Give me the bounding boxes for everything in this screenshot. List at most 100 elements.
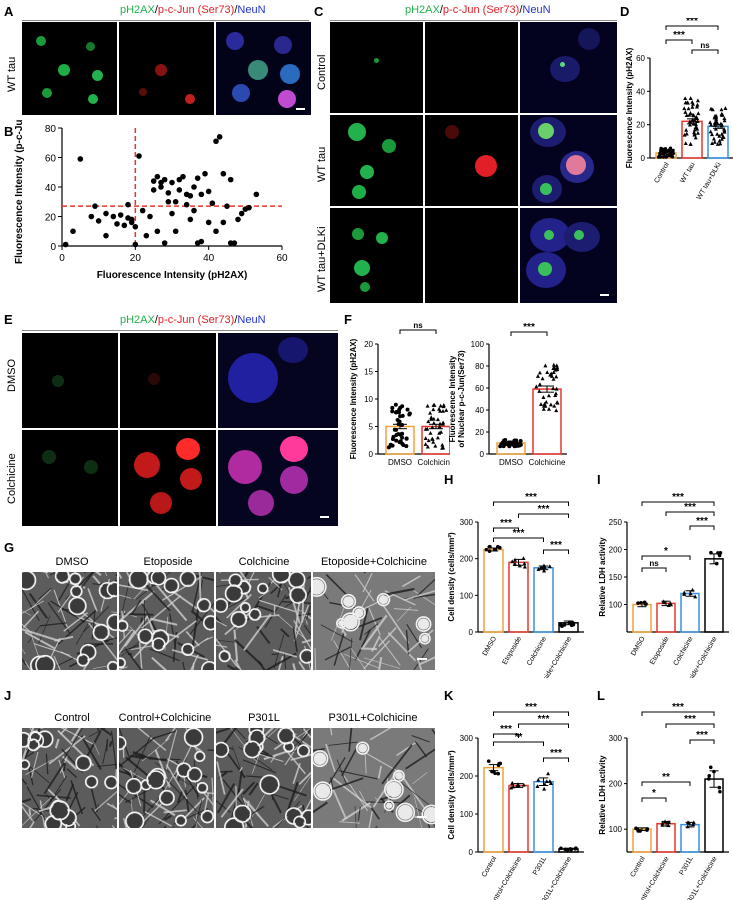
y-tick-label-f2: 60 — [475, 384, 484, 393]
data-point-d — [687, 119, 692, 124]
soma-halo — [228, 573, 243, 588]
data-point-f1 — [425, 426, 430, 431]
panel-letter-c: C — [314, 4, 324, 19]
data-point-f1 — [423, 442, 428, 446]
y-tick-label-d: 60 — [636, 54, 645, 63]
bar-h — [508, 561, 529, 633]
neurite — [368, 811, 373, 828]
soma — [358, 743, 368, 753]
data-point-d — [659, 155, 663, 159]
data-point-d — [719, 137, 724, 141]
neurite — [216, 783, 236, 814]
micrograph-a-red — [119, 22, 214, 115]
soma — [51, 802, 68, 819]
category-label-d: WT tau+DLKi — [696, 161, 723, 201]
micrograph-e-colch-green — [22, 430, 118, 526]
soma — [148, 772, 164, 788]
neurite — [119, 762, 135, 780]
neurite — [412, 772, 428, 785]
sig-label-h: *** — [513, 528, 525, 539]
data-point-f2 — [544, 399, 549, 404]
neurite — [369, 728, 392, 741]
y-tick-label-i: 200 — [609, 546, 623, 555]
soma-halo — [293, 815, 307, 828]
sig-bracket-l — [665, 723, 715, 728]
bar-i — [680, 592, 700, 633]
data-point-d — [722, 129, 727, 134]
neurite — [237, 770, 243, 797]
y-tick-label-f2: 80 — [475, 362, 484, 371]
label-j-p301l-colch: P301L+Colchicine — [328, 712, 418, 724]
scatter-point-b — [103, 232, 109, 239]
neurite — [79, 572, 95, 591]
neurite — [66, 768, 78, 779]
neurite — [119, 666, 128, 670]
data-point-k — [493, 771, 497, 776]
neurite — [242, 797, 270, 827]
scatter-point-b — [154, 228, 161, 235]
soma-halo — [216, 741, 230, 758]
soma — [279, 729, 293, 743]
data-point-f1 — [430, 425, 435, 430]
neurite — [338, 770, 378, 780]
data-point-f2 — [541, 406, 546, 411]
data-point-f1 — [440, 408, 445, 413]
sig-label-d: *** — [673, 30, 685, 41]
neurite — [272, 649, 298, 658]
neurite — [31, 751, 39, 778]
data-point-f1 — [391, 434, 396, 439]
soma — [72, 587, 81, 596]
data-point-f1 — [431, 416, 436, 421]
panel-letter-k: K — [444, 688, 454, 703]
y-tick-label-f1: 20 — [364, 340, 373, 349]
data-point-i — [717, 553, 722, 558]
neurite — [264, 594, 287, 629]
y-tick-label-h: 0 — [469, 628, 474, 637]
neurite — [338, 821, 360, 824]
category-label-f1: Colchicine — [418, 458, 450, 467]
label-g-etoposide: Etoposide — [143, 556, 193, 568]
data-point-d — [688, 142, 693, 146]
data-point-d — [722, 126, 727, 131]
neurite — [333, 640, 352, 670]
neurite — [247, 572, 255, 584]
data-point-f2 — [534, 384, 539, 389]
data-point-f1 — [435, 417, 440, 422]
neurite — [61, 755, 78, 771]
neurite — [362, 572, 373, 593]
micrograph-e-dmso-red — [120, 333, 216, 428]
data-point-f1 — [432, 402, 437, 407]
bar-k — [508, 784, 529, 853]
category-label-f2: Colchicine — [529, 458, 566, 467]
soma-halo — [84, 775, 99, 789]
data-point-d — [709, 122, 714, 127]
data-point-f2 — [554, 408, 559, 413]
sig-label-k: ** — [515, 732, 523, 743]
soma-halo — [119, 619, 129, 632]
data-point-f2 — [540, 376, 545, 381]
data-point-d — [719, 123, 724, 128]
soma-halo — [201, 660, 214, 670]
neurite — [381, 603, 410, 644]
panel-letter-e: E — [4, 312, 13, 327]
neurite — [416, 657, 423, 670]
phase-image-j-control — [22, 728, 117, 828]
micrograph-c-wttau-red — [425, 115, 518, 206]
y-tick-label-f1: 10 — [364, 395, 373, 404]
sig-label-l: * — [652, 788, 656, 799]
neurite — [405, 629, 410, 655]
neurite — [378, 656, 383, 670]
neurite — [28, 593, 48, 619]
neurite — [387, 632, 417, 662]
neurite — [364, 753, 367, 774]
neurite — [56, 657, 74, 667]
data-point-f1 — [426, 438, 431, 443]
neurite — [91, 612, 96, 640]
neurite — [152, 629, 180, 639]
phase-image-j-control-colch — [119, 728, 214, 828]
soma-halo — [384, 779, 404, 800]
neurite — [22, 751, 35, 761]
data-point-d — [710, 141, 715, 146]
soma-halo — [68, 572, 82, 586]
